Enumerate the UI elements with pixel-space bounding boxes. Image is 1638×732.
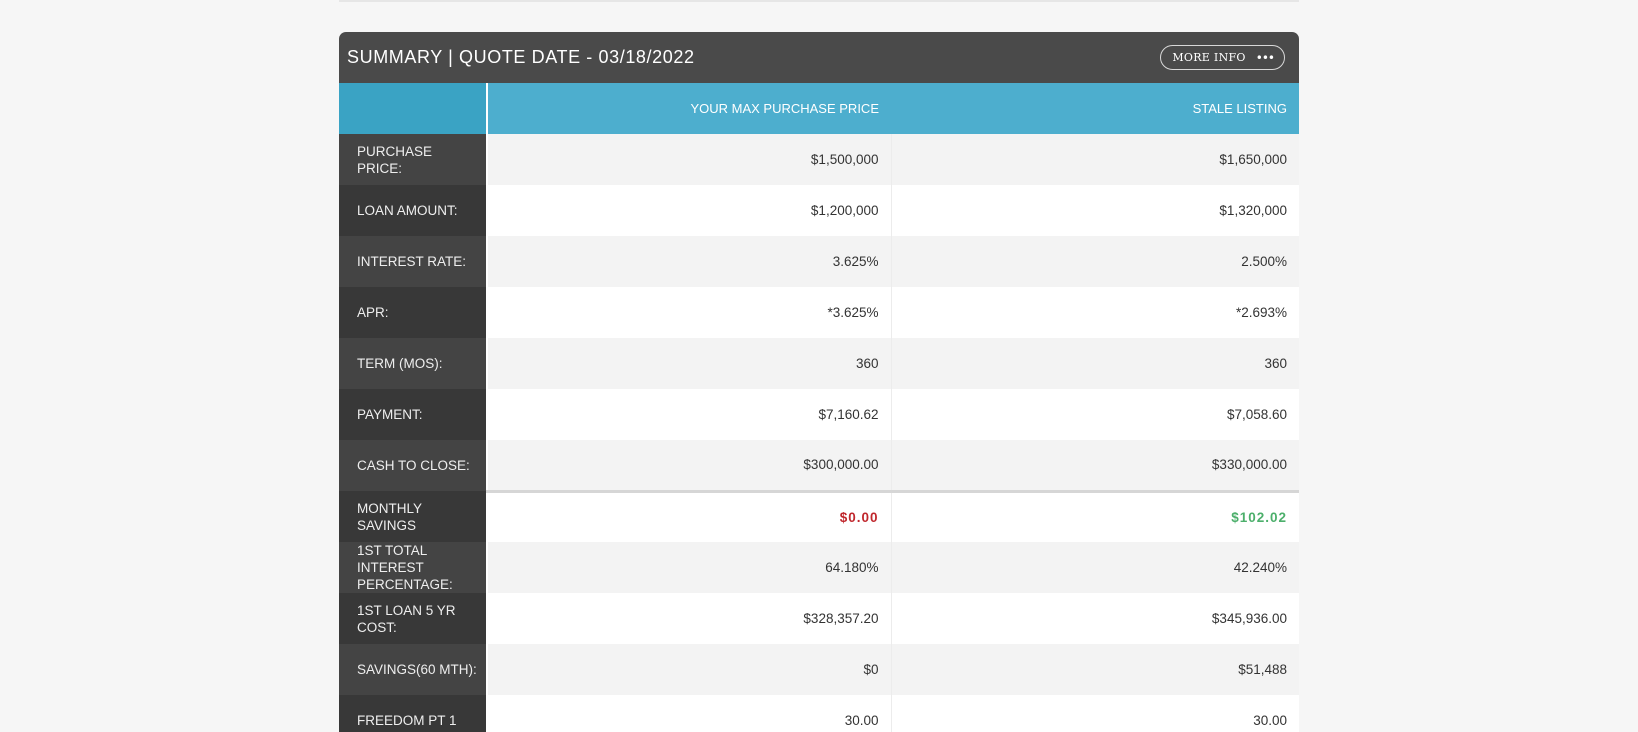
column-header-stale-listing: STALE LISTING bbox=[891, 83, 1299, 134]
table-row: SAVINGS(60 MTH): $0 $51,488 bbox=[339, 644, 1299, 695]
cell-stale-listing: *2.693% bbox=[891, 287, 1299, 338]
more-info-button[interactable]: MORE INFO ••• bbox=[1160, 45, 1285, 70]
table-row: PAYMENT: $7,160.62 $7,058.60 bbox=[339, 389, 1299, 440]
row-label-savings-60-mth: SAVINGS(60 MTH): bbox=[339, 644, 488, 695]
table-header-row: YOUR MAX PURCHASE PRICE STALE LISTING bbox=[339, 83, 1299, 134]
row-label-loan-amount: LOAN AMOUNT: bbox=[339, 185, 488, 236]
cell-max-purchase-price: $328,357.20 bbox=[487, 593, 892, 644]
table-row: TERM (MOS): 360 360 bbox=[339, 338, 1299, 389]
cell-max-purchase-price: *3.625% bbox=[487, 287, 892, 338]
cell-max-purchase-price: 360 bbox=[487, 338, 892, 389]
row-label-apr: APR: bbox=[339, 287, 488, 338]
row-label-cash-to-close: CASH TO CLOSE: bbox=[339, 440, 488, 491]
row-label-interest-rate: INTEREST RATE: bbox=[339, 236, 488, 287]
column-header-corner bbox=[339, 83, 488, 134]
cell-max-purchase-price: $7,160.62 bbox=[487, 389, 892, 440]
more-info-label: MORE INFO bbox=[1172, 51, 1246, 64]
ellipsis-icon: ••• bbox=[1255, 50, 1275, 65]
cell-stale-listing: $1,320,000 bbox=[891, 185, 1299, 236]
row-label-loan-5yr-cost: 1ST LOAN 5 YR COST: bbox=[339, 593, 488, 644]
table-row: INTEREST RATE: 3.625% 2.500% bbox=[339, 236, 1299, 287]
row-label-freedom-pt-1: FREEDOM PT 1 bbox=[339, 695, 488, 732]
cell-max-purchase-price: 64.180% bbox=[487, 542, 892, 593]
cell-stale-listing: $345,936.00 bbox=[891, 593, 1299, 644]
table-row: LOAN AMOUNT: $1,200,000 $1,320,000 bbox=[339, 185, 1299, 236]
cell-max-purchase-price: 3.625% bbox=[487, 236, 892, 287]
cell-stale-listing: $51,488 bbox=[891, 644, 1299, 695]
cell-stale-listing: $330,000.00 bbox=[891, 440, 1299, 493]
summary-header: SUMMARY | QUOTE DATE - 03/18/2022 MORE I… bbox=[339, 32, 1299, 83]
cell-stale-listing-savings: $102.02 bbox=[891, 491, 1299, 542]
cell-max-purchase-price-savings: $0.00 bbox=[487, 491, 892, 542]
row-label-monthly-savings: MONTHLY SAVINGS bbox=[339, 491, 488, 542]
table-row: FREEDOM PT 1 30.00 30.00 bbox=[339, 695, 1299, 732]
table-row: APR: *3.625% *2.693% bbox=[339, 287, 1299, 338]
cell-max-purchase-price: $1,500,000 bbox=[487, 134, 892, 185]
cell-stale-listing: 42.240% bbox=[891, 542, 1299, 593]
summary-table: YOUR MAX PURCHASE PRICE STALE LISTING PU… bbox=[339, 83, 1299, 732]
cell-stale-listing: 30.00 bbox=[891, 695, 1299, 732]
cell-stale-listing: 2.500% bbox=[891, 236, 1299, 287]
row-label-purchase-price: PURCHASE PRICE: bbox=[339, 134, 488, 185]
table-row: PURCHASE PRICE: $1,500,000 $1,650,000 bbox=[339, 134, 1299, 185]
previous-card-edge bbox=[339, 0, 1299, 2]
cell-max-purchase-price: $1,200,000 bbox=[487, 185, 892, 236]
cell-max-purchase-price: 30.00 bbox=[487, 695, 892, 732]
row-label-term: TERM (MOS): bbox=[339, 338, 488, 389]
cell-max-purchase-price: $300,000.00 bbox=[487, 440, 892, 493]
table-row: 1ST LOAN 5 YR COST: $328,357.20 $345,936… bbox=[339, 593, 1299, 644]
cell-stale-listing: $7,058.60 bbox=[891, 389, 1299, 440]
row-label-total-interest-percentage: 1ST TOTAL INTEREST PERCENTAGE: bbox=[339, 542, 488, 593]
summary-title: SUMMARY | QUOTE DATE - 03/18/2022 bbox=[347, 47, 695, 67]
cell-max-purchase-price: $0 bbox=[487, 644, 892, 695]
cell-stale-listing: 360 bbox=[891, 338, 1299, 389]
table-row: MONTHLY SAVINGS $0.00 $102.02 bbox=[339, 491, 1299, 542]
table-row: 1ST TOTAL INTEREST PERCENTAGE: 64.180% 4… bbox=[339, 542, 1299, 593]
row-label-payment: PAYMENT: bbox=[339, 389, 488, 440]
table-row: CASH TO CLOSE: $300,000.00 $330,000.00 bbox=[339, 440, 1299, 493]
cell-stale-listing: $1,650,000 bbox=[891, 134, 1299, 185]
summary-card: SUMMARY | QUOTE DATE - 03/18/2022 MORE I… bbox=[339, 32, 1299, 732]
column-header-max-purchase-price: YOUR MAX PURCHASE PRICE bbox=[487, 83, 891, 134]
